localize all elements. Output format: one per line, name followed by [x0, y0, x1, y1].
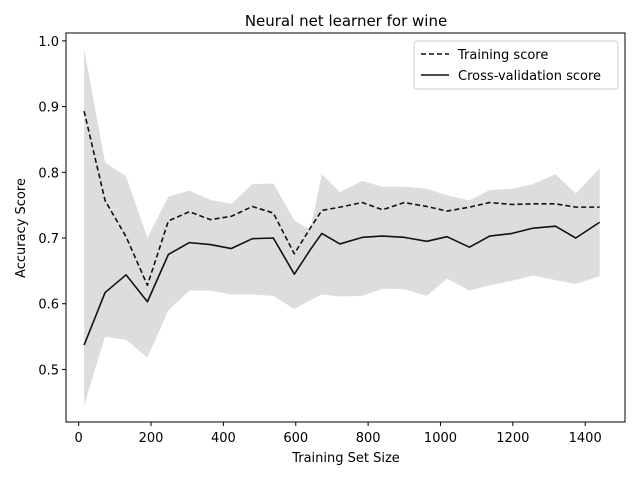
cross-validation-score-line [83, 221, 601, 346]
y-tick-layer: 0.5 0.6 0.7 0.8 0.9 1.0 [38, 35, 66, 378]
score-variance-band [84, 48, 600, 406]
chart-title: Neural net learner for wine [245, 12, 447, 30]
y-tick-label: 0.8 [38, 166, 59, 181]
legend-cv-label: Cross-validation score [458, 69, 601, 84]
score-band-layer [84, 48, 600, 406]
plot-area: 0 200 400 600 800 1000 1200 1400 0.50.60.70.80.… [38, 32, 626, 446]
y-tick-label: 0.9 [38, 101, 59, 116]
legend-training-label: Training score [457, 48, 548, 63]
legend: Training score Cross-validation score [413, 40, 619, 90]
training-score-line [83, 111, 600, 287]
y-tick-label: 1.0 [38, 35, 59, 50]
x-tick-layer: 0 200 400 600 800 1000 1200 1400 [75, 422, 602, 446]
x-tick-label: 200 [139, 431, 164, 446]
y-tick-label: 0.7 [38, 232, 59, 247]
axes-frame [65, 32, 626, 423]
x-tick-label: 1000 [424, 431, 457, 446]
series-layer [83, 111, 601, 346]
y-axis-label: Accuracy Score [14, 178, 29, 278]
x-tick-label: 800 [356, 431, 381, 446]
x-tick-label: 600 [283, 431, 308, 446]
y-tick-label: 0.6 [38, 298, 59, 313]
x-tick-label: 0 [75, 431, 83, 446]
x-axis-label: Training Set Size [291, 451, 400, 466]
x-tick-label: 1200 [496, 431, 529, 446]
x-tick-label: 400 [211, 431, 236, 446]
y-tick-label: 0.5 [38, 363, 59, 378]
legend-box [413, 40, 619, 90]
x-tick-label: 1400 [569, 431, 602, 446]
